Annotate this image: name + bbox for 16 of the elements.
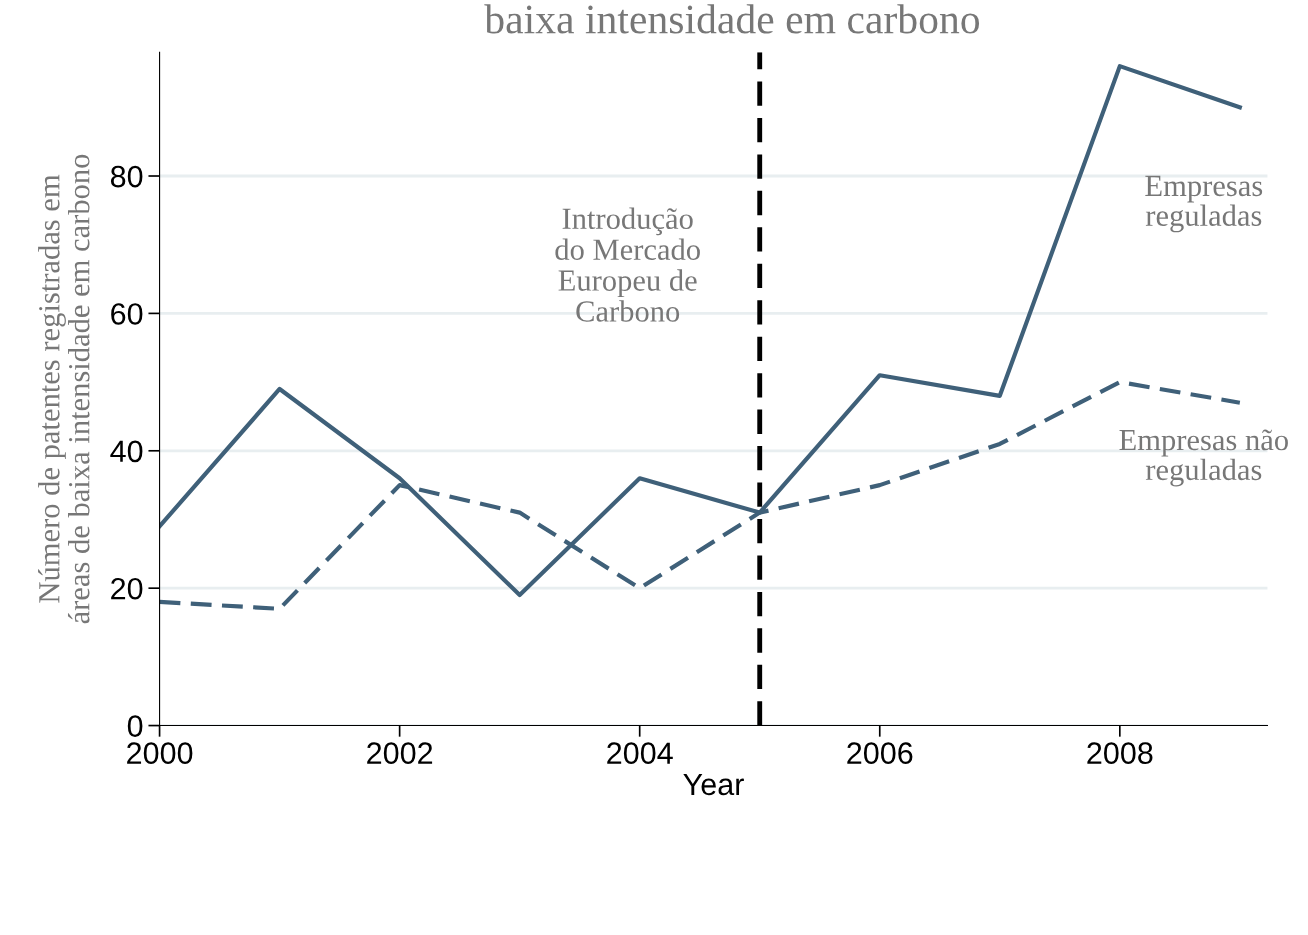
x-tick-label: 2006 (847, 742, 913, 764)
chart-title: baixa intensidade em carbono (484, 4, 980, 34)
y-tick-label: 0 (127, 715, 143, 737)
x-axis-title: Year (683, 773, 744, 796)
x-tick-label: 2004 (607, 742, 673, 764)
ref-line-label: Introdução do Mercado Europeu de Carbono (555, 207, 700, 322)
y-tick-label: 80 (110, 165, 143, 188)
y-tick-label: 20 (111, 577, 143, 600)
y-axis-title: Número de patentes registradas em áreas de baixa intensidade em carbono (38, 154, 90, 624)
y-tick-label: 40 (110, 440, 143, 463)
x-tick-label: 2002 (367, 742, 433, 764)
series-label: Empresas não reguladas (1119, 429, 1288, 487)
x-tick-label: 2008 (1087, 742, 1153, 764)
x-tick-label: 2000 (127, 742, 193, 764)
text: Empresas reguladas (1145, 175, 1263, 233)
y-tick-label: 60 (111, 303, 143, 325)
